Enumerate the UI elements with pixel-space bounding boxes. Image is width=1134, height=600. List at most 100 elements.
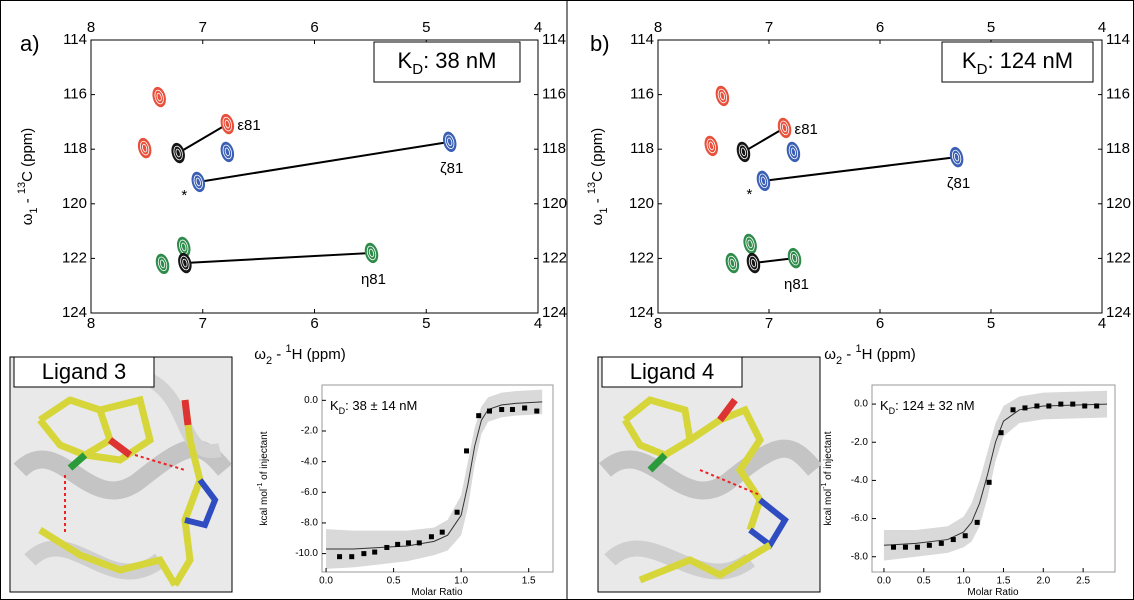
data-point: [361, 551, 366, 556]
y-tick-label: -10.0: [295, 548, 318, 559]
y-axis-label-part: C (ppm): [589, 128, 606, 182]
y-tick-label: 116: [542, 86, 566, 103]
y-tick-label: -6.0: [301, 487, 319, 498]
kd-label-part: D: [412, 61, 423, 78]
x-tick-label: 8: [654, 315, 662, 332]
ligand-stick: [185, 400, 188, 425]
peak-label: η81: [784, 276, 809, 293]
kd-label-part: : 124 ± 32 nM: [895, 398, 974, 413]
data-point: [349, 554, 354, 559]
x-tick-label: 5: [422, 19, 430, 36]
y-tick-label: 114: [63, 31, 87, 48]
x-tick-label: 6: [310, 315, 318, 332]
x-tick-label: 6: [876, 315, 884, 332]
ligand-image: Ligand 4: [598, 357, 820, 592]
y-tick-label: 0.0: [304, 395, 318, 406]
y-axis-label-part: 13: [16, 182, 28, 194]
peak-label: ε81: [237, 117, 260, 134]
x-axis-label-part: H (ppm): [862, 346, 916, 363]
data-point: [1022, 405, 1027, 410]
data-point: [1011, 407, 1016, 412]
x-tick-label: 0.5: [387, 576, 401, 587]
x-tick-label: 8: [654, 19, 662, 36]
y-tick-label: 122: [62, 249, 87, 266]
y-tick-label: 118: [542, 140, 566, 157]
y-tick-label: 114: [1106, 31, 1130, 48]
data-point: [440, 530, 445, 535]
x-axis-label: Molar Ratio: [411, 587, 463, 598]
figure: a) b) Ligand 3 Ligand 4 8877665544114114: [0, 0, 1134, 600]
y-tick-label: -8.0: [851, 551, 869, 562]
y-tick-label: 120: [542, 195, 567, 212]
x-tick-label: 4: [534, 315, 542, 332]
y-tick-label: 120: [1106, 195, 1131, 212]
data-point: [337, 554, 342, 559]
data-point: [384, 545, 389, 550]
y-axis-label-part: kcal mol: [823, 489, 834, 526]
peak-label: ε81: [795, 121, 818, 138]
data-point: [915, 545, 920, 550]
data-point: [987, 480, 992, 485]
x-axis-label: Molar Ratio: [967, 587, 1019, 598]
data-point: [417, 540, 422, 545]
y-tick-label: -4.0: [301, 456, 319, 467]
y-axis-label-part: C (ppm): [19, 128, 36, 182]
x-tick-label: 1.5: [522, 576, 536, 587]
data-point: [487, 409, 492, 414]
kd-label-part: : 38 nM: [423, 48, 496, 73]
y-tick-label: 114: [542, 31, 566, 48]
y-tick-label: 118: [1106, 140, 1130, 157]
data-point: [372, 550, 377, 555]
y-tick-label: -6.0: [851, 513, 869, 524]
x-tick-label: 0.5: [917, 576, 931, 587]
kd-label-part: K: [962, 48, 977, 73]
y-tick-label: 120: [629, 195, 654, 212]
data-point: [406, 540, 411, 545]
ligand-label: Ligand 3: [42, 359, 126, 384]
y-axis-label-part: of injectant: [823, 431, 834, 482]
x-tick-label: 7: [199, 315, 207, 332]
x-tick-label: 6: [310, 19, 318, 36]
data-point: [1082, 403, 1087, 408]
x-tick-label: 7: [765, 19, 773, 36]
data-point: [534, 409, 539, 414]
data-point: [939, 541, 944, 546]
x-axis-label-part: H (ppm): [292, 346, 346, 363]
x-tick-label: 4: [534, 19, 542, 36]
y-tick-label: -2.0: [851, 437, 869, 448]
kd-label-part: : 124 nM: [987, 48, 1073, 73]
x-tick-label: 6: [876, 19, 884, 36]
data-point: [1034, 403, 1039, 408]
kd-label-part: : 38 ± 14 nM: [345, 398, 417, 413]
x-tick-label: 5: [987, 315, 995, 332]
x-axis-label-part: Molar Ratio: [411, 587, 463, 598]
data-point: [499, 407, 504, 412]
x-tick-label: 0.0: [319, 576, 333, 587]
y-tick-label: -2.0: [301, 426, 319, 437]
x-tick-label: 2.5: [1076, 576, 1090, 587]
peak-label: ζ81: [440, 160, 463, 177]
x-tick-label: 7: [199, 19, 207, 36]
kd-label-part: K: [330, 398, 339, 413]
y-axis-label-part: -: [19, 194, 36, 207]
x-axis-label-part: ω: [824, 346, 836, 363]
x-axis-label-part: -: [842, 346, 855, 363]
data-point: [927, 543, 932, 548]
x-tick-label: 5: [422, 315, 430, 332]
data-point: [476, 413, 481, 418]
y-tick-label: 124: [542, 304, 567, 321]
peak-note: *: [181, 187, 187, 204]
x-axis-label-part: ω: [254, 346, 266, 363]
data-point: [1046, 403, 1051, 408]
panel-label: a): [20, 31, 40, 56]
x-axis-label-part: -: [272, 346, 285, 363]
data-point: [464, 448, 469, 453]
y-tick-label: 124: [62, 304, 87, 321]
x-tick-label: 0.0: [877, 576, 891, 587]
data-point: [1094, 403, 1099, 408]
data-point: [963, 533, 968, 538]
x-tick-label: 1.0: [454, 576, 468, 587]
y-tick-label: 120: [62, 195, 87, 212]
y-tick-label: 116: [63, 86, 87, 103]
data-point: [510, 407, 515, 412]
